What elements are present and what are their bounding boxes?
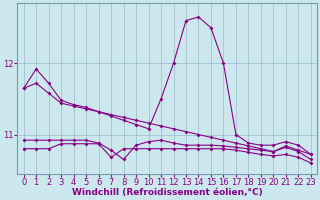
X-axis label: Windchill (Refroidissement éolien,°C): Windchill (Refroidissement éolien,°C) xyxy=(72,188,263,197)
